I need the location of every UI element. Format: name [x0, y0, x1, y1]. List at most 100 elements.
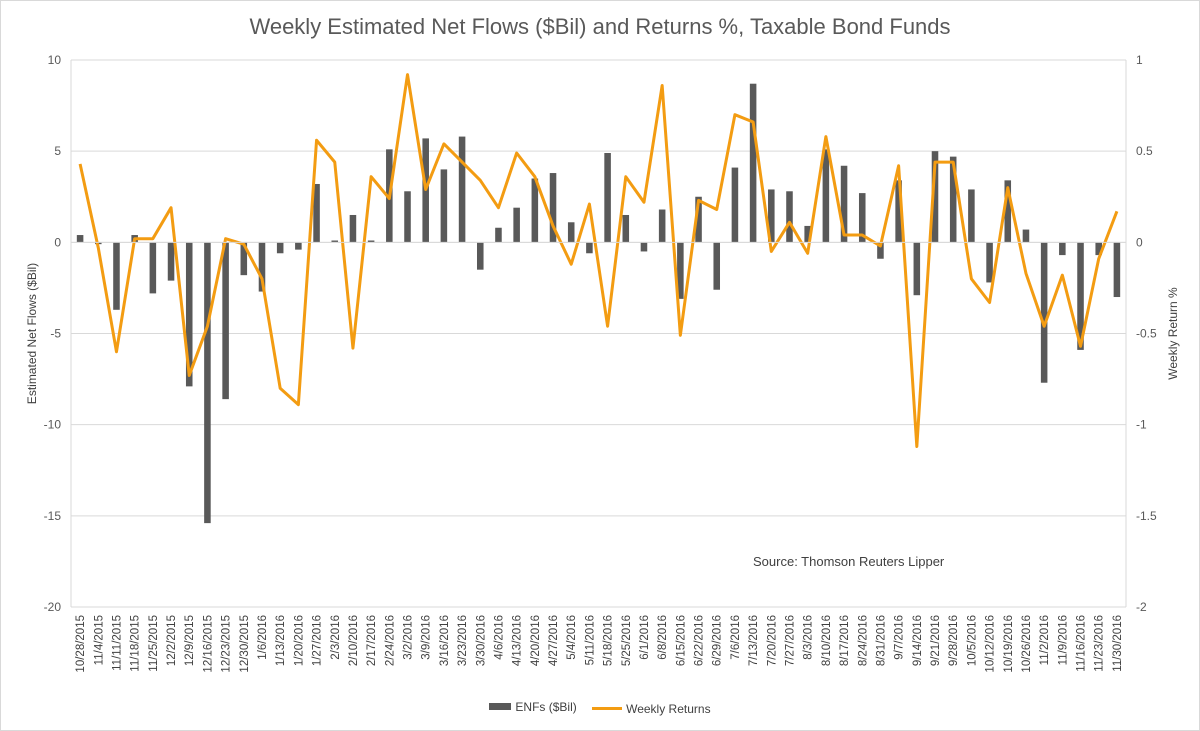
x-tick-label: 9/28/2016	[948, 615, 960, 666]
bar	[404, 191, 411, 243]
bar	[858, 193, 866, 243]
x-tick-label: 5/4/2016	[566, 615, 578, 660]
legend-label-returns: Weekly Returns	[626, 701, 711, 716]
x-tick-label: 6/22/2016	[694, 615, 706, 666]
bar	[331, 240, 339, 243]
bar	[295, 242, 302, 250]
bar	[149, 242, 157, 294]
x-tick-label: 5/25/2016	[621, 615, 633, 666]
bar	[768, 189, 775, 243]
bar	[786, 191, 793, 243]
bar	[204, 242, 211, 524]
bar	[604, 152, 611, 243]
x-tick-label: 11/30/2016	[1112, 615, 1124, 672]
bar	[658, 209, 666, 243]
bar	[349, 214, 357, 243]
bar	[1022, 229, 1030, 243]
x-tick-label: 6/8/2016	[657, 615, 669, 660]
x-tick-label: 12/2/2015	[166, 615, 178, 666]
legend-item-returns: Weekly Returns	[592, 701, 711, 716]
x-tick-label: 2/17/2016	[366, 615, 378, 666]
x-tick-label: 7/6/2016	[730, 615, 742, 660]
bar	[949, 156, 957, 243]
x-tick-label: 3/9/2016	[421, 615, 433, 660]
x-tick-label: 10/5/2016	[966, 615, 978, 666]
bar	[276, 242, 284, 254]
gridlines	[71, 59, 1126, 608]
bar	[513, 207, 520, 243]
x-tick-label: 11/4/2015	[93, 615, 105, 665]
bar	[258, 242, 266, 292]
bar	[240, 242, 248, 276]
bar	[567, 222, 575, 243]
y-left-tick-label: -10	[44, 418, 62, 432]
x-tick-label: 2/24/2016	[384, 615, 396, 666]
x-tick-label: 1/13/2016	[275, 615, 287, 666]
x-tick-label: 12/16/2015	[202, 615, 214, 673]
axes: 10 5 0 -5 -10 -15 -20 1 0.5 0 -0.5 -1 -1.5 -2 10/28/20…	[25, 53, 1180, 673]
legend-label-enfs: ENFs ($Bil)	[515, 699, 577, 714]
y-left-axis-title: Estimated Net Flows ($Bil)	[25, 263, 39, 404]
bar	[495, 227, 502, 243]
y-right-tick-label: -2	[1136, 600, 1147, 614]
bar	[1113, 242, 1121, 298]
bar	[731, 167, 739, 243]
bar	[713, 242, 721, 290]
y-right-tick-label: -1	[1136, 418, 1147, 432]
x-tick-label: 4/27/2016	[548, 615, 560, 666]
y-left-tick-label: -15	[44, 509, 62, 523]
bar	[822, 149, 830, 243]
x-tick-label: 1/6/2016	[257, 615, 269, 660]
bar	[986, 242, 993, 283]
bar	[622, 214, 630, 243]
y-left-tick-label: 5	[54, 144, 61, 158]
y-right-tick-label: -1.5	[1136, 509, 1157, 523]
legend-item-enfs: ENFs ($Bil)	[489, 699, 577, 714]
bar	[931, 151, 939, 243]
legend-line-swatch	[592, 707, 623, 710]
bar	[677, 242, 684, 299]
bar	[895, 180, 902, 243]
x-tick-label: 10/19/2016	[1003, 615, 1015, 673]
x-tick-label: 3/30/2016	[475, 615, 487, 666]
x-tick-label: 11/9/2016	[1057, 615, 1069, 665]
x-tick-label: 9/21/2016	[930, 615, 942, 666]
x-tick-label: 11/16/2016	[1076, 615, 1088, 672]
x-tick-label: 2/10/2016	[348, 615, 360, 666]
x-tick-label: 10/28/2015	[75, 615, 87, 673]
y-left-tick-label: -5	[50, 327, 61, 341]
x-tick-label: 7/13/2016	[748, 615, 760, 666]
bar	[1095, 242, 1102, 256]
x-tick-label: 11/2/2016	[1039, 615, 1051, 665]
bar	[440, 169, 448, 243]
bar	[113, 242, 120, 310]
legend-bar-swatch	[489, 703, 512, 710]
x-tick-label: 9/14/2016	[912, 615, 924, 666]
y-right-tick-label: 1	[1136, 53, 1143, 67]
source-annotation: Source: Thomson Reuters Lipper	[753, 554, 945, 569]
bar	[549, 173, 557, 243]
x-tick-label: 3/2/2016	[403, 615, 415, 660]
bar	[913, 242, 921, 296]
weekly-returns-line	[78, 73, 1119, 449]
bar	[1040, 242, 1048, 383]
bar	[476, 242, 484, 270]
x-tick-label: 6/1/2016	[639, 615, 651, 660]
bar	[695, 196, 702, 243]
x-tick-label: 5/18/2016	[603, 615, 615, 666]
x-tick-label: 8/24/2016	[857, 615, 869, 666]
x-tick-label: 8/3/2016	[803, 615, 815, 660]
x-tick-label: 1/20/2016	[293, 615, 305, 666]
x-tick-label: 2/3/2016	[330, 615, 342, 660]
x-tick-label: 5/11/2016	[584, 615, 596, 665]
chart-title: Weekly Estimated Net Flows ($Bil) and Re…	[249, 14, 951, 39]
x-tick-label: 11/11/2015	[111, 615, 123, 671]
x-tick-label: 3/16/2016	[439, 615, 451, 666]
x-tick-label: 4/13/2016	[512, 615, 524, 666]
y-left-tick-label: -20	[44, 600, 62, 614]
bar	[804, 225, 811, 243]
x-tick-label: 4/20/2016	[530, 615, 542, 666]
bar	[877, 242, 884, 259]
